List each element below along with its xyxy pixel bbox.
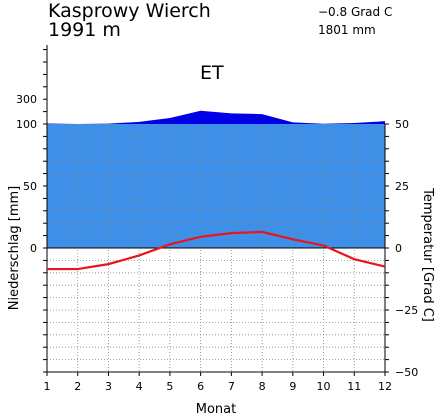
- x-tick-label: 9: [289, 380, 296, 393]
- x-tick-label: 7: [228, 380, 235, 393]
- x-tick-label: 10: [317, 380, 331, 393]
- x-axis-title: Monat: [196, 402, 236, 416]
- x-tick-label: 1: [44, 380, 51, 393]
- left-tick-label: 100: [16, 118, 37, 131]
- station-elevation: 1991 m: [48, 19, 121, 41]
- x-tick-label: 6: [197, 380, 204, 393]
- right-tick-label: 25: [395, 180, 409, 193]
- perhumid-area: [47, 110, 385, 124]
- right-tick-label: 50: [395, 118, 409, 131]
- annual-temperature: −0.8 Grad C: [318, 5, 393, 19]
- right-tick-label: −50: [395, 366, 418, 379]
- x-tick-label: 3: [105, 380, 112, 393]
- right-tick-label: 0: [395, 242, 402, 255]
- x-tick-label: 2: [74, 380, 81, 393]
- left-tick-label: 50: [23, 180, 37, 193]
- annual-precipitation: 1801 mm: [318, 23, 376, 37]
- left-axis-title: Niederschlag [mm]: [7, 186, 22, 311]
- x-tick-label: 8: [259, 380, 266, 393]
- x-tick-label: 5: [166, 380, 173, 393]
- temperature-line: [47, 230, 386, 271]
- right-axis-title: Temperatur [Grad C]: [420, 187, 435, 322]
- left-tick-label: 300: [16, 93, 37, 106]
- climate-class: ET: [200, 62, 224, 84]
- left-tick-label: 0: [30, 242, 37, 255]
- x-tick-label: 12: [378, 380, 392, 393]
- station-name: Kasprowy Wierch: [48, 0, 211, 22]
- x-tick-label: 4: [136, 380, 143, 393]
- x-tick-label: 11: [347, 380, 361, 393]
- right-tick-label: −25: [395, 304, 418, 317]
